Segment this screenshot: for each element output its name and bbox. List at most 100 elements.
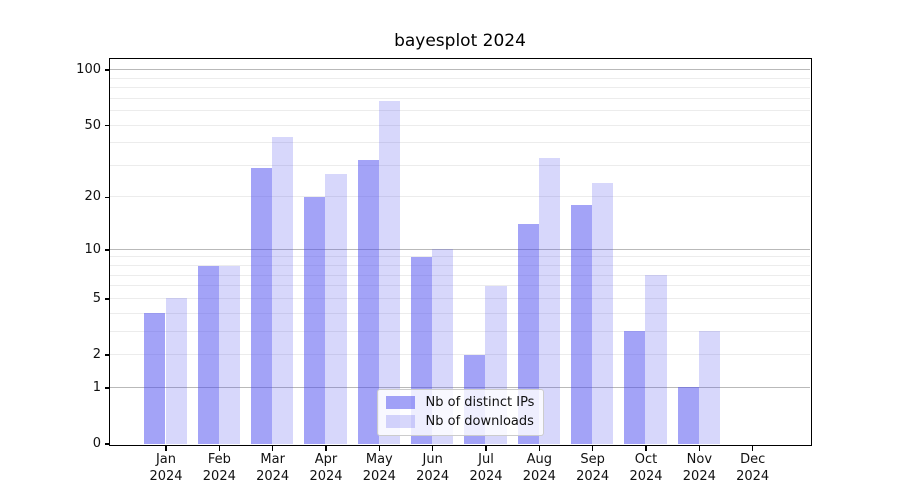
legend-swatch-downloads bbox=[385, 414, 415, 428]
y-axis-label-10: 10 bbox=[84, 241, 101, 257]
bar-nb-of-downloads-jan-2024 bbox=[165, 298, 187, 444]
y-axis-tick-5 bbox=[105, 298, 110, 300]
gridline-6 bbox=[109, 285, 810, 287]
chart-title: bayesplot 2024 bbox=[394, 31, 526, 51]
x-axis-label-nov: Nov 2024 bbox=[669, 452, 729, 485]
x-axis-label-aug: Aug 2024 bbox=[509, 452, 569, 485]
x-axis-label-sep: Sep 2024 bbox=[563, 452, 623, 485]
bar-nb-of-downloads-mar-2024 bbox=[272, 136, 294, 444]
gridline-1 bbox=[109, 386, 810, 389]
y-axis-tick-2 bbox=[105, 354, 110, 356]
bar-nb-of-distinct-ips-mar-2024 bbox=[250, 168, 273, 444]
legend: Nb of distinct IPs Nb of downloads bbox=[376, 388, 545, 436]
x-axis-label-line: Jul bbox=[478, 452, 494, 467]
gridline-4 bbox=[109, 312, 810, 314]
x-axis-label-line: 2024 bbox=[522, 468, 556, 484]
x-axis-label-line: Jan bbox=[155, 452, 177, 467]
y-axis-label-20: 20 bbox=[84, 189, 101, 205]
y-axis-label-2: 2 bbox=[92, 347, 101, 362]
bar-nb-of-distinct-ips-apr-2024 bbox=[304, 196, 326, 444]
gridline-60 bbox=[109, 110, 810, 112]
x-axis-tick-jan bbox=[165, 446, 167, 451]
x-axis-label-line: 2024 bbox=[576, 468, 610, 484]
y-axis-tick-1 bbox=[105, 387, 110, 389]
x-axis-label-line: Nov bbox=[686, 452, 713, 467]
gridline-2 bbox=[109, 354, 810, 355]
x-axis-label-line: Oct bbox=[634, 452, 658, 467]
x-axis-label-line: 2024 bbox=[256, 468, 290, 484]
x-axis-label-mar: Mar 2024 bbox=[243, 452, 303, 485]
x-axis-label-line: Apr bbox=[314, 452, 338, 467]
bar-nb-of-downloads-may-2024 bbox=[378, 100, 401, 444]
x-axis-tick-apr bbox=[325, 446, 327, 451]
x-axis-label-line: 2024 bbox=[469, 468, 503, 484]
x-axis-tick-jun bbox=[431, 446, 434, 451]
x-axis-label-line: 2024 bbox=[309, 468, 343, 484]
x-axis-label-line: Dec bbox=[740, 452, 766, 467]
gridline-10 bbox=[109, 248, 810, 250]
bar-nb-of-downloads-aug-2024 bbox=[538, 157, 561, 444]
y-axis-label-50: 50 bbox=[84, 117, 101, 133]
x-axis-label-line: 2024 bbox=[629, 468, 663, 484]
x-axis-label-line: Jun bbox=[422, 452, 443, 467]
legend-label-distinct-ips: Nb of distinct IPs bbox=[425, 394, 535, 410]
x-axis-label-feb: Feb 2024 bbox=[189, 452, 249, 485]
x-axis-label-may: May 2024 bbox=[349, 452, 409, 485]
x-axis-label-line: May bbox=[365, 452, 393, 467]
x-axis-label-jun: Jun 2024 bbox=[403, 452, 463, 485]
gridline-8 bbox=[109, 265, 810, 267]
legend-item-downloads: Nb of downloads bbox=[385, 413, 535, 429]
plot-area: Nb of distinct IPs Nb of downloads bbox=[108, 57, 812, 446]
x-axis-label-line: 2024 bbox=[362, 468, 396, 484]
y-axis-label-1: 1 bbox=[92, 379, 101, 395]
x-axis-label-line: 2024 bbox=[682, 468, 716, 484]
gridline-9 bbox=[109, 256, 810, 258]
bar-nb-of-downloads-oct-2024 bbox=[645, 275, 667, 444]
bar-nb-of-distinct-ips-may-2024 bbox=[357, 160, 379, 444]
legend-swatch-distinct-ips bbox=[385, 395, 415, 409]
gridline-90 bbox=[109, 77, 810, 79]
x-axis-tick-sep bbox=[591, 446, 594, 451]
gridline-5 bbox=[109, 297, 810, 299]
bar-nb-of-distinct-ips-sep-2024 bbox=[570, 205, 593, 444]
bar-nb-of-distinct-ips-feb-2024 bbox=[197, 265, 219, 444]
bar-nb-of-downloads-apr-2024 bbox=[325, 173, 347, 444]
y-axis-label-0: 0 bbox=[92, 436, 101, 451]
y-axis-label-5: 5 bbox=[92, 290, 101, 306]
y-axis-tick-100 bbox=[105, 69, 110, 71]
x-axis-tick-nov bbox=[698, 446, 701, 451]
x-axis-label-line: Aug bbox=[526, 452, 553, 467]
x-axis-label-line: Sep bbox=[580, 452, 605, 467]
x-axis-label-line: 2024 bbox=[736, 468, 770, 484]
x-axis-label-apr: Apr 2024 bbox=[296, 452, 356, 485]
x-axis-tick-aug bbox=[538, 446, 541, 451]
x-axis-tick-feb bbox=[218, 446, 221, 451]
x-axis-tick-jul bbox=[485, 446, 487, 451]
bar-nb-of-distinct-ips-oct-2024 bbox=[624, 331, 646, 444]
y-axis-tick-0 bbox=[105, 443, 110, 445]
x-axis-label-jul: Jul 2024 bbox=[456, 452, 516, 485]
x-axis-label-line: 2024 bbox=[416, 468, 450, 484]
bar-nb-of-downloads-feb-2024 bbox=[218, 265, 241, 444]
gridline-100 bbox=[109, 69, 810, 71]
x-axis-label-line: Mar bbox=[260, 452, 285, 467]
x-axis-label-dec: Dec 2024 bbox=[723, 452, 783, 485]
x-axis-label-line: 2024 bbox=[149, 468, 183, 484]
x-axis-label-jan: Jan 2024 bbox=[136, 452, 196, 485]
bar-nb-of-downloads-sep-2024 bbox=[592, 182, 614, 444]
gridline-50 bbox=[109, 124, 810, 126]
legend-label-downloads: Nb of downloads bbox=[425, 413, 534, 429]
y-axis-tick-20 bbox=[105, 196, 110, 199]
plot-inner: Nb of distinct IPs Nb of downloads bbox=[109, 59, 810, 444]
gridline-80 bbox=[109, 87, 810, 89]
gridline-70 bbox=[109, 97, 810, 99]
gridline-3 bbox=[109, 330, 810, 332]
gridline-20 bbox=[109, 196, 810, 198]
x-axis-tick-oct bbox=[645, 446, 647, 451]
gridline-40 bbox=[109, 142, 810, 144]
x-axis-label-line: 2024 bbox=[202, 468, 236, 484]
x-axis-label-line: Feb bbox=[207, 452, 231, 467]
bar-nb-of-distinct-ips-jan-2024 bbox=[144, 313, 166, 444]
y-axis-tick-10 bbox=[105, 249, 110, 251]
legend-item-distinct-ips: Nb of distinct IPs bbox=[385, 394, 535, 410]
